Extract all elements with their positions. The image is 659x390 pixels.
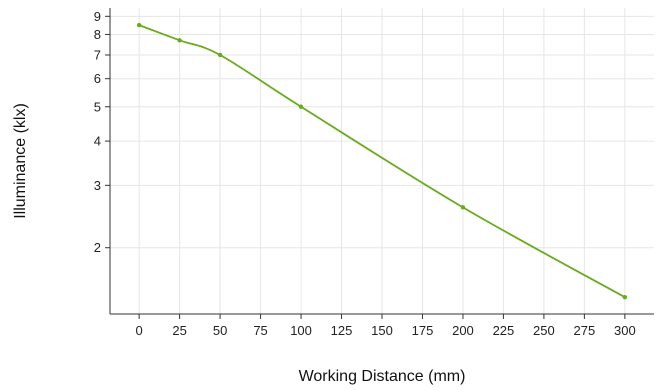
data-point [177,38,182,43]
x-tick-label: 0 [136,323,143,338]
x-axis-title: Working Distance (mm) [299,368,466,385]
y-tick-label: 7 [94,47,101,62]
data-point [298,104,304,109]
series [136,22,628,300]
x-tick-label: 50 [213,323,227,338]
y-tick-label: 4 [94,134,101,149]
y-tick-label: 2 [94,240,101,255]
axes [105,8,654,319]
x-tick-label: 200 [452,323,474,338]
data-point [217,52,223,58]
x-tick-label: 275 [574,323,596,338]
x-tick-label: 25 [172,323,186,338]
x-tick-label: 125 [331,323,353,338]
x-tick-label: 225 [493,323,515,338]
x-tick-label: 100 [290,323,312,338]
data-point [460,205,466,210]
y-tick-label: 3 [94,178,101,193]
x-tick-label: 150 [371,323,393,338]
y-tick-label: 8 [94,27,101,42]
y-tick-label: 5 [94,99,101,114]
grid [110,8,654,314]
x-tick-label: 175 [412,323,434,338]
tick-labels: 0 25 50 75 100 125 150 175 200 225 250 275 300 2 3 4 5 6 7… [94,9,636,338]
x-tick-label: 250 [533,323,555,338]
x-tick-label: 300 [614,323,636,338]
x-tick-label: 75 [253,323,267,338]
data-point [622,294,628,300]
data-point [136,22,142,28]
y-axis-title: Illuminance (klx) [12,103,29,219]
y-tick-label: 6 [94,71,101,86]
y-tick-label: 9 [94,9,101,24]
